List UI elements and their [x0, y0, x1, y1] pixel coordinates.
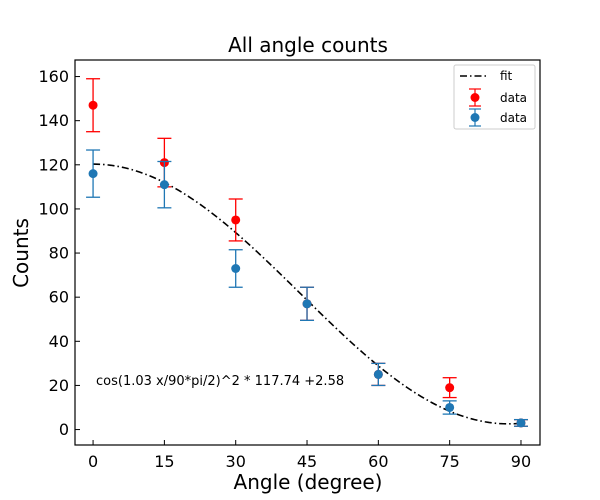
legend-data-red-swatch	[469, 88, 481, 107]
y-tick-label: 160	[38, 67, 69, 86]
x-tick-label: 75	[439, 452, 459, 471]
legend-data-blue-swatch	[469, 108, 481, 127]
y-tick-label: 40	[49, 332, 69, 351]
data-point-blue	[231, 263, 241, 273]
x-tick-label: 30	[226, 452, 246, 471]
legend-box	[453, 64, 536, 130]
data-point-blue	[373, 369, 383, 379]
x-axis-label: Angle (degree)	[234, 470, 383, 494]
x-tick-label: 15	[154, 452, 174, 471]
x-tick-label: 60	[368, 452, 388, 471]
y-tick-label: 60	[49, 288, 69, 307]
legend: fit data data	[453, 64, 536, 130]
y-tick-label: 0	[59, 420, 69, 439]
axes-frame	[74, 59, 541, 446]
legend-data-red-label: data	[500, 91, 527, 105]
data-point-red	[231, 215, 241, 225]
y-tick-label: 120	[38, 155, 69, 174]
data-point-blue	[516, 418, 526, 428]
x-tick-label: 0	[88, 452, 98, 471]
y-tick-label: 20	[49, 376, 69, 395]
fit-equation-annotation: cos(1.03 x/90*pi/2)^2 * 117.74 +2.58	[96, 374, 344, 389]
x-tick-label: 90	[511, 452, 531, 471]
data-point-blue	[88, 169, 98, 179]
data-point-red	[88, 100, 98, 110]
plot-area: 0 15 30 45 60 75 90 0 20 40 60 80 100 120 140 160	[38, 67, 531, 471]
y-tick-label: 100	[38, 199, 69, 218]
legend-data-blue-label: data	[500, 111, 527, 125]
data-point-blue	[445, 402, 455, 412]
chart-title: All angle counts	[228, 33, 388, 57]
y-tick-label: 140	[38, 111, 69, 130]
data-point-blue	[159, 180, 169, 190]
data-point-red	[445, 383, 455, 393]
y-tick-label: 80	[49, 244, 69, 263]
data-point-blue	[302, 299, 312, 309]
legend-fit-label: fit	[500, 69, 513, 83]
y-axis-label: Counts	[9, 218, 33, 288]
x-tick-label: 45	[297, 452, 317, 471]
